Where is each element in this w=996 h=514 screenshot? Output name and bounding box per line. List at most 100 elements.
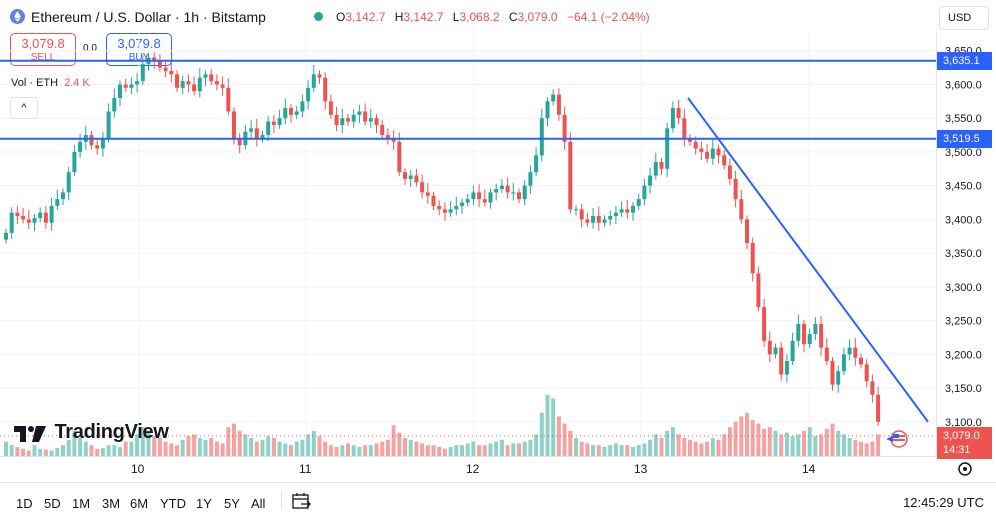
candle-body (157, 60, 162, 68)
candle-body (152, 57, 157, 61)
candle-body (779, 347, 784, 375)
candle-body (568, 141, 573, 210)
volume-bar (847, 438, 852, 456)
candle-body (209, 74, 214, 82)
candle-body (477, 192, 482, 200)
sell-button[interactable]: 3,079.8 SELL (10, 33, 76, 66)
volume-bar (625, 445, 630, 456)
volume-bar (26, 450, 31, 456)
header-bar: Ethereum / U.S. Dollar · 1h · Bitstamp O… (0, 0, 996, 32)
price-axis[interactable]: 3,650.03,600.03,550.03,500.03,450.03,400… (936, 32, 996, 459)
volume-bar (784, 432, 789, 456)
candle-body (374, 118, 379, 125)
price-tick-label: 3,550.0 (945, 113, 982, 125)
candle-body (363, 111, 368, 122)
price-tick-label: 3,300.0 (945, 282, 982, 294)
candle-body (756, 273, 761, 308)
candle-body (21, 216, 26, 220)
toolbar-divider (281, 491, 282, 509)
volume-bar (123, 441, 128, 456)
volume-bar (78, 438, 83, 456)
volume-bar (420, 443, 425, 456)
volume-bar (169, 443, 174, 456)
volume-bar (380, 441, 385, 456)
volume-bar (157, 438, 162, 456)
calendar-goto-icon[interactable] (292, 492, 312, 510)
volume-bar (226, 427, 231, 456)
volume-bar (368, 445, 373, 456)
bottom-toolbar: 1D 5D 1M 3M 6M YTD 1Y 5Y All (0, 482, 996, 514)
volume-bar (511, 443, 516, 456)
range-1m-button[interactable]: 1M (72, 496, 91, 511)
volume-bar (385, 439, 390, 456)
volume-bar (716, 439, 721, 456)
volume-bar (705, 441, 710, 456)
candle-body (648, 175, 653, 186)
price-chart[interactable] (0, 32, 936, 456)
volume-bar (727, 427, 732, 456)
candle-body (214, 81, 219, 85)
collapse-legend-button[interactable]: ^ (10, 97, 38, 119)
candle-body (733, 178, 738, 200)
volume-bar (328, 445, 333, 456)
volume-bar (135, 434, 140, 456)
range-all-button[interactable]: All (251, 496, 266, 511)
candle-body (414, 175, 419, 183)
candle-body (705, 151, 710, 159)
candle-body (745, 219, 749, 243)
utc-clock[interactable]: 12:45:29 UTC (903, 495, 984, 510)
range-6m-button[interactable]: 6M (130, 496, 149, 511)
level-high-tag: 3,635.1 (937, 51, 992, 70)
settings-icon[interactable] (956, 460, 974, 478)
candle-body (454, 205, 459, 210)
candle-body (847, 347, 852, 355)
range-ytd-button[interactable]: YTD (160, 496, 186, 511)
volume-bar (762, 429, 767, 456)
currency-button[interactable]: USD (939, 6, 989, 30)
candle-body (385, 135, 390, 139)
us-flag-icon[interactable] (884, 430, 908, 448)
candle-body (545, 101, 550, 119)
range-5y-button[interactable]: 5Y (224, 496, 240, 511)
volume-bar (522, 441, 527, 456)
candle-body (106, 111, 111, 139)
range-3m-button[interactable]: 3M (102, 496, 121, 511)
range-1d-button[interactable]: 1D (16, 496, 33, 511)
volume-bar (477, 445, 482, 456)
volume-bar (306, 434, 311, 456)
symbol-title[interactable]: Ethereum / U.S. Dollar · 1h · Bitstamp (31, 9, 266, 25)
volume-bar (260, 439, 265, 456)
candle-body (494, 189, 499, 193)
volume-bar (95, 448, 100, 456)
volume-bar (61, 445, 65, 456)
time-label: 14 (802, 462, 816, 476)
candle-body (465, 199, 470, 203)
volume-bar (340, 445, 345, 456)
candle-body (346, 118, 350, 122)
volume-bar (408, 439, 413, 456)
volume-bar (819, 434, 824, 456)
candle-body (186, 81, 191, 85)
range-5d-button[interactable]: 5D (44, 496, 61, 511)
range-1y-button[interactable]: 1Y (196, 496, 212, 511)
candle-body (619, 209, 624, 213)
volume-bar (579, 441, 584, 456)
candle-body (129, 84, 134, 88)
volume-bar (311, 430, 316, 456)
volume-bar (670, 427, 675, 456)
candle-body (528, 172, 533, 186)
candle-body (739, 199, 744, 220)
candle-body (220, 84, 225, 88)
candle-body (9, 212, 14, 233)
candle-body (819, 323, 824, 348)
volume-bar (425, 445, 430, 456)
volume-bar (722, 434, 727, 456)
volume-bar (357, 447, 362, 456)
candle-body (653, 162, 658, 176)
price-tick-label: 3,350.0 (945, 248, 982, 260)
volume-bar (175, 445, 179, 456)
tradingview-logo[interactable]: TradingView (14, 421, 169, 447)
volume-bar (112, 445, 117, 456)
candle-body (175, 74, 179, 88)
time-axis[interactable]: 10 11 12 13 14 (0, 456, 936, 482)
